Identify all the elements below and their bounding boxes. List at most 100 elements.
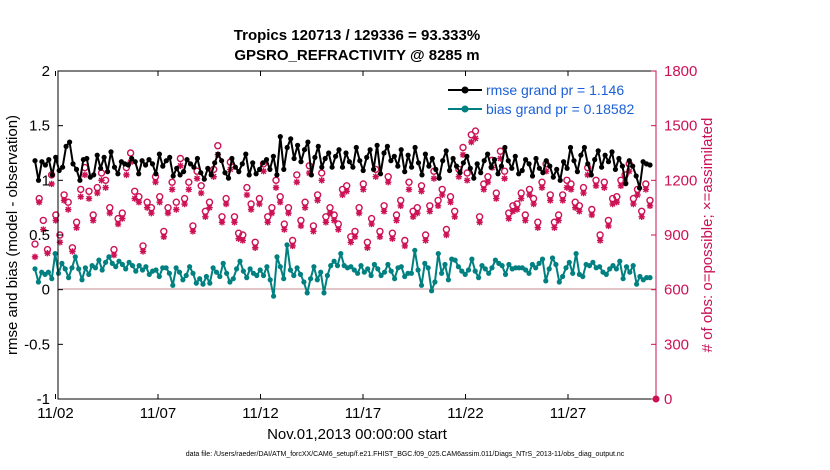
rmse-point <box>360 167 366 174</box>
assimilated-obs-point <box>605 222 612 230</box>
assimilated-obs-point <box>222 200 230 208</box>
assimilated-obs-point <box>56 239 64 246</box>
assimilated-obs-point <box>98 177 105 184</box>
rmse-point <box>485 151 491 157</box>
rmse-point <box>239 161 245 167</box>
rmse-point <box>146 157 152 163</box>
assimilated-obs-point <box>268 209 276 217</box>
possible-obs-point <box>197 182 205 190</box>
possible-obs-point <box>126 149 135 157</box>
assimilated-obs-point <box>81 171 89 179</box>
assimilated-obs-point <box>567 186 575 193</box>
rmse-point <box>91 172 97 178</box>
rmse-point <box>98 165 104 171</box>
rmse-point <box>84 155 90 162</box>
assimilated-obs-point <box>646 202 654 210</box>
possible-obs-point <box>143 198 151 206</box>
possible-obs-point <box>272 176 280 185</box>
bias-point <box>368 272 374 279</box>
bias-point <box>348 264 354 270</box>
possible-obs-point <box>168 178 176 186</box>
bias-point <box>133 268 139 274</box>
assimilated-obs-point <box>472 135 479 142</box>
assimilated-obs-point <box>177 162 184 169</box>
bias-point <box>556 279 562 285</box>
assimilated-obs-point <box>60 197 68 204</box>
possible-obs-point <box>89 211 97 219</box>
assimilated-obs-point <box>139 248 147 255</box>
bias-point <box>69 265 75 271</box>
bias-line <box>34 243 650 298</box>
bias-point <box>297 271 304 277</box>
possible-obs-point <box>160 227 168 236</box>
rmse-point <box>412 144 418 151</box>
bias-point <box>267 277 273 283</box>
bias-point <box>476 275 482 281</box>
rmse-point <box>536 165 543 171</box>
rmse-point <box>471 175 477 181</box>
assimilated-obs-point <box>385 178 392 186</box>
bias-point <box>234 266 240 272</box>
bias-point <box>553 261 559 268</box>
bias-point <box>240 268 246 274</box>
bias-point <box>203 273 209 280</box>
possible-obs-point <box>326 203 334 212</box>
possible-obs-point <box>205 198 214 206</box>
possible-obs-point <box>642 180 650 188</box>
rmse-point <box>232 164 238 170</box>
bias-point <box>45 269 52 275</box>
assimilated-obs-point <box>538 184 546 191</box>
possible-obs-point <box>421 231 430 239</box>
y-tick-label: 0.5 <box>29 227 50 244</box>
bias-point <box>351 267 357 273</box>
bias-point <box>533 265 539 271</box>
possible-obs-point <box>417 182 426 190</box>
rmse-point <box>364 154 370 160</box>
bias-point <box>620 276 626 282</box>
possible-obs-point <box>500 167 509 175</box>
bias-point <box>607 266 613 272</box>
rmse-point <box>436 175 442 181</box>
rmse-point <box>440 158 446 164</box>
y-tick-label: 0 <box>42 282 50 299</box>
assimilated-obs-point <box>131 195 138 202</box>
bias-point <box>166 270 172 276</box>
bias-point <box>355 270 361 276</box>
rmse-point <box>167 154 173 160</box>
assimilated-obs-point <box>360 186 367 193</box>
bias-point <box>435 251 441 257</box>
rmse-point <box>343 150 349 156</box>
rmse-point <box>212 160 218 166</box>
assimilated-obs-point <box>301 204 309 211</box>
assimilated-obs-point <box>426 208 433 215</box>
bias-point <box>617 258 623 264</box>
y-tick-label: -1 <box>37 391 50 408</box>
possible-obs-point <box>172 198 181 206</box>
bias-point <box>156 273 162 280</box>
rmse-point <box>402 169 408 175</box>
rmse-point <box>350 164 356 170</box>
rmse-point <box>498 163 504 169</box>
rmse-point <box>184 157 190 163</box>
assimilated-obs-point <box>542 168 550 175</box>
bias-point <box>442 261 448 268</box>
possible-obs-point <box>276 192 284 201</box>
y-axis-ticks: -1 -0.5 0 0.5 1 1.5 2 <box>24 63 63 408</box>
y-axis-label: rmse and bias (model - observation) <box>4 115 21 355</box>
rmse-point <box>149 161 156 167</box>
bias-point <box>634 281 640 287</box>
rmse-series <box>32 134 653 191</box>
possible-obs-point <box>268 203 276 212</box>
assimilated-obs-series <box>31 135 654 261</box>
rmse-point <box>346 159 352 165</box>
assimilated-obs-point <box>143 204 151 211</box>
bias-point <box>523 267 529 273</box>
rmse-point <box>426 163 432 169</box>
rmse-point <box>267 166 273 172</box>
assimilated-obs-point <box>530 200 537 208</box>
bias-point <box>230 276 236 282</box>
assimilated-obs-point <box>310 228 317 235</box>
assimilated-obs-point <box>613 199 620 206</box>
rmse-point <box>125 162 131 168</box>
